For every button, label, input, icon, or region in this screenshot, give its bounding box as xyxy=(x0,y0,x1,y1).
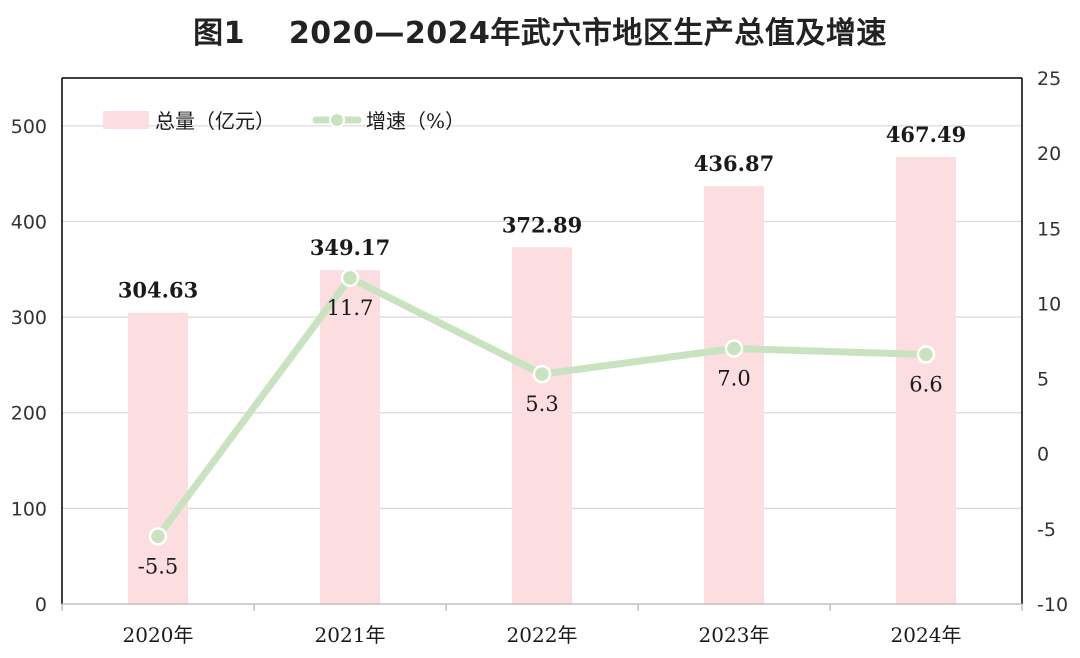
bar-data-label: 436.87 xyxy=(694,151,774,176)
growth-points xyxy=(148,268,936,546)
legend-line-marker xyxy=(329,112,345,128)
left-tick-label: 400 xyxy=(11,211,47,233)
legend-line-label: 增速（%） xyxy=(366,109,465,133)
x-tick-label: 2022年 xyxy=(507,623,578,647)
right-tick-label: 10 xyxy=(1037,293,1061,315)
legend: 总量（亿元） 增速（%） xyxy=(103,109,465,133)
bar-series xyxy=(128,156,956,605)
x-axis-tick-labels: 2020年 2021年 2022年 2023年 2024年 xyxy=(123,623,962,647)
left-tick-label: 300 xyxy=(11,307,47,329)
x-tick-label: 2024年 xyxy=(891,623,962,647)
x-tick-label: 2020年 xyxy=(123,623,194,647)
right-tick-label: 15 xyxy=(1037,218,1061,240)
x-tick-label: 2023年 xyxy=(699,623,770,647)
growth-point xyxy=(724,339,744,358)
bar-data-label: 467.49 xyxy=(886,122,966,147)
bar xyxy=(704,186,764,604)
left-tick-label: 200 xyxy=(11,403,47,425)
bar xyxy=(896,156,956,605)
line-data-label: 7.0 xyxy=(717,367,750,391)
left-tick-label: 0 xyxy=(35,594,47,616)
growth-point xyxy=(148,527,168,546)
left-tick-label: 100 xyxy=(11,498,47,520)
bar-data-labels: 304.63 349.17 372.89 436.87 467.49 xyxy=(118,122,966,303)
line-data-label: 6.6 xyxy=(909,373,942,397)
bar xyxy=(128,312,188,604)
left-axis-tick-labels: 0 100 200 300 400 500 xyxy=(11,116,47,616)
line-data-label: 5.3 xyxy=(525,392,558,416)
x-tick-label: 2021年 xyxy=(315,623,386,647)
growth-point xyxy=(532,364,552,384)
chart-title: 图1 2020—2024年武穴市地区生产总值及增速 xyxy=(193,16,887,51)
line-data-label: -5.5 xyxy=(138,554,179,578)
right-tick-label: 20 xyxy=(1037,143,1061,165)
right-tick-label: 25 xyxy=(1037,68,1061,90)
line-data-labels: -5.5 11.7 5.3 7.0 6.6 xyxy=(138,296,943,578)
legend-bar-swatch xyxy=(103,111,149,129)
bar-data-label: 372.89 xyxy=(502,212,582,237)
bar-data-label: 349.17 xyxy=(310,235,390,260)
right-axis-tick-labels: -10 -5 0 5 10 15 20 25 xyxy=(1037,68,1068,616)
right-tick-label: -5 xyxy=(1037,519,1056,541)
bar-data-label: 304.63 xyxy=(118,278,198,303)
growth-point xyxy=(916,345,936,364)
right-tick-label: 5 xyxy=(1037,369,1049,391)
right-tick-label: -10 xyxy=(1037,594,1068,616)
right-tick-label: 0 xyxy=(1037,444,1049,466)
bar xyxy=(512,247,572,604)
left-tick-label: 500 xyxy=(11,116,47,138)
legend-bar-label: 总量（亿元） xyxy=(155,109,275,133)
line-data-label: 11.7 xyxy=(327,296,374,320)
bar xyxy=(320,270,380,604)
growth-point xyxy=(340,268,360,288)
